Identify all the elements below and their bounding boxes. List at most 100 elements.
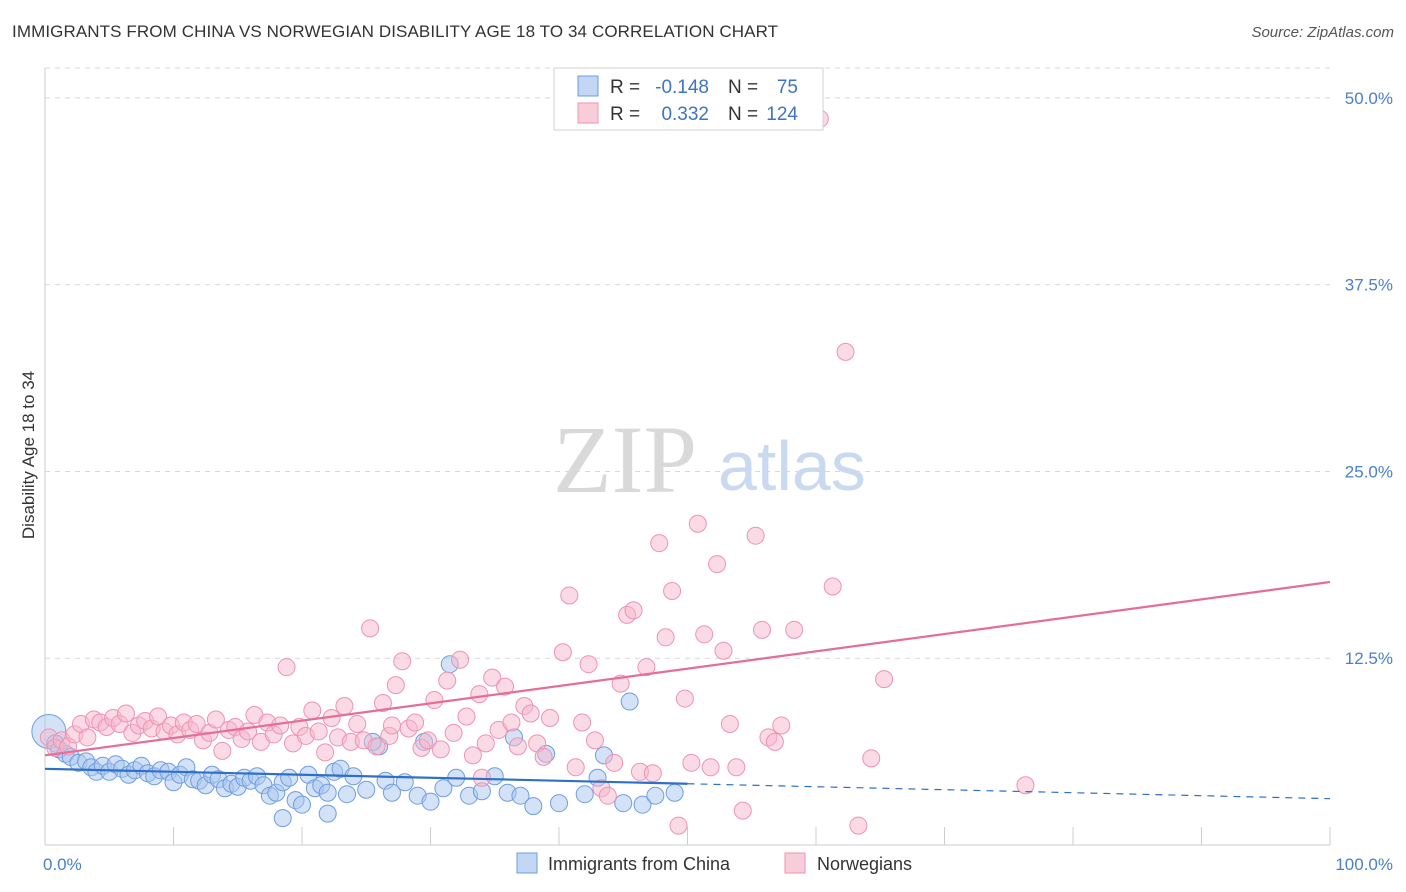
watermark-atlas: atlas [718,427,866,505]
points-layer [31,106,1035,835]
point-pink-43 [316,743,335,762]
point-pink-96 [669,816,688,835]
point-pink-46 [335,697,354,716]
point-pink-99 [695,625,714,644]
point-blue-70 [614,794,633,813]
point-pink-71 [496,677,515,696]
point-pink-118 [875,670,894,689]
point-pink-60 [425,691,444,710]
source-credit: Source: ZipAtlas.com [1251,24,1394,41]
point-pink-73 [508,737,527,756]
point-pink-92 [643,764,662,783]
point-blue-67 [575,785,594,804]
point-pink-91 [637,658,656,677]
point-pink-102 [714,641,733,660]
bottom-legend-label-blue: Immigrants from China [548,854,731,874]
legend-swatch-blue [577,75,599,97]
trend-line-blue-extension [687,783,1331,800]
point-pink-119 [1016,776,1035,795]
point-pink-94 [656,628,675,647]
point-pink-37 [277,658,296,677]
point-pink-27 [213,741,232,760]
bottom-legend-label-pink: Norwegians [817,854,912,874]
legend-frame [553,67,824,131]
legend-swatch-pink [577,102,599,124]
legend-r-value-blue: -0.148 [655,77,709,98]
point-pink-117 [862,749,881,768]
point-blue-72 [620,692,639,711]
point-blue-44 [318,783,337,802]
chart-title: IMMIGRANTS FROM CHINA VS NORWEGIAN DISAB… [12,22,779,41]
point-pink-6 [78,728,97,747]
point-pink-57 [406,713,425,732]
point-pink-107 [753,620,772,639]
point-pink-116 [849,816,868,835]
y-tick-label-0: 12.5% [1345,649,1393,668]
point-pink-17 [149,707,168,726]
point-blue-56 [421,792,440,811]
point-pink-105 [733,801,752,820]
point-pink-123 [382,716,401,735]
point-pink-82 [579,655,598,674]
point-pink-103 [720,714,739,733]
point-pink-89 [624,601,643,620]
legend-n-label-blue: N = [728,77,758,98]
point-pink-109 [765,732,784,751]
legend-r-label-pink: R = [610,104,640,125]
point-pink-81 [566,758,585,777]
point-pink-111 [785,620,804,639]
point-pink-100 [701,758,720,777]
legend-n-label-pink: N = [728,104,758,125]
point-pink-26 [206,710,225,729]
point-pink-65 [457,707,476,726]
point-pink-114 [823,577,842,596]
point-blue-38 [280,768,299,787]
point-pink-67 [470,685,489,704]
point-pink-72 [502,713,521,732]
point-pink-80 [560,586,579,605]
legend-n-value-blue: 75 [777,77,798,98]
point-pink-97 [675,689,694,708]
point-blue-49 [357,780,376,799]
point-blue-63 [511,786,530,805]
point-pink-61 [431,740,450,759]
point-pink-106 [746,526,765,545]
point-blue-40 [293,795,311,814]
point-pink-77 [534,747,553,766]
point-pink-101 [708,555,727,574]
point-blue-52 [382,783,401,802]
trend-line-pink [44,580,1331,757]
point-blue-74 [665,783,684,802]
point-pink-42 [309,722,328,741]
point-pink-59 [418,731,437,750]
point-pink-54 [386,676,405,695]
trend-layer [44,580,1331,800]
point-blue-64 [524,797,543,816]
y-tick-label-1: 25.0% [1345,462,1393,481]
bottom-legend-swatch-pink [784,852,806,874]
point-blue-57 [434,779,453,798]
point-pink-98 [688,514,707,533]
point-pink-121 [573,713,592,732]
point-pink-23 [187,714,206,733]
legend-box: R = -0.148 N = 75 R = 0.332 N = 124 [553,67,824,131]
point-pink-79 [553,643,572,662]
point-pink-50 [361,619,380,638]
y-axis-label: Disability Age 18 to 34 [19,371,38,539]
point-pink-55 [393,652,412,671]
trend-line-blue [44,767,688,785]
point-pink-41 [303,701,322,720]
y-tick-label-2: 37.5% [1345,276,1393,295]
legend-n-value-pink: 124 [766,104,798,125]
bottom-legend-swatch-blue [516,852,538,874]
point-pink-115 [836,342,855,361]
point-pink-120 [682,753,701,772]
point-pink-12 [116,704,135,723]
point-blue-73 [646,786,665,805]
point-pink-51 [367,737,386,756]
legend-r-value-pink: 0.332 [661,104,709,125]
legend-r-label-blue: R = [610,77,640,98]
grid-layer [45,67,1330,659]
point-pink-110 [772,716,791,735]
